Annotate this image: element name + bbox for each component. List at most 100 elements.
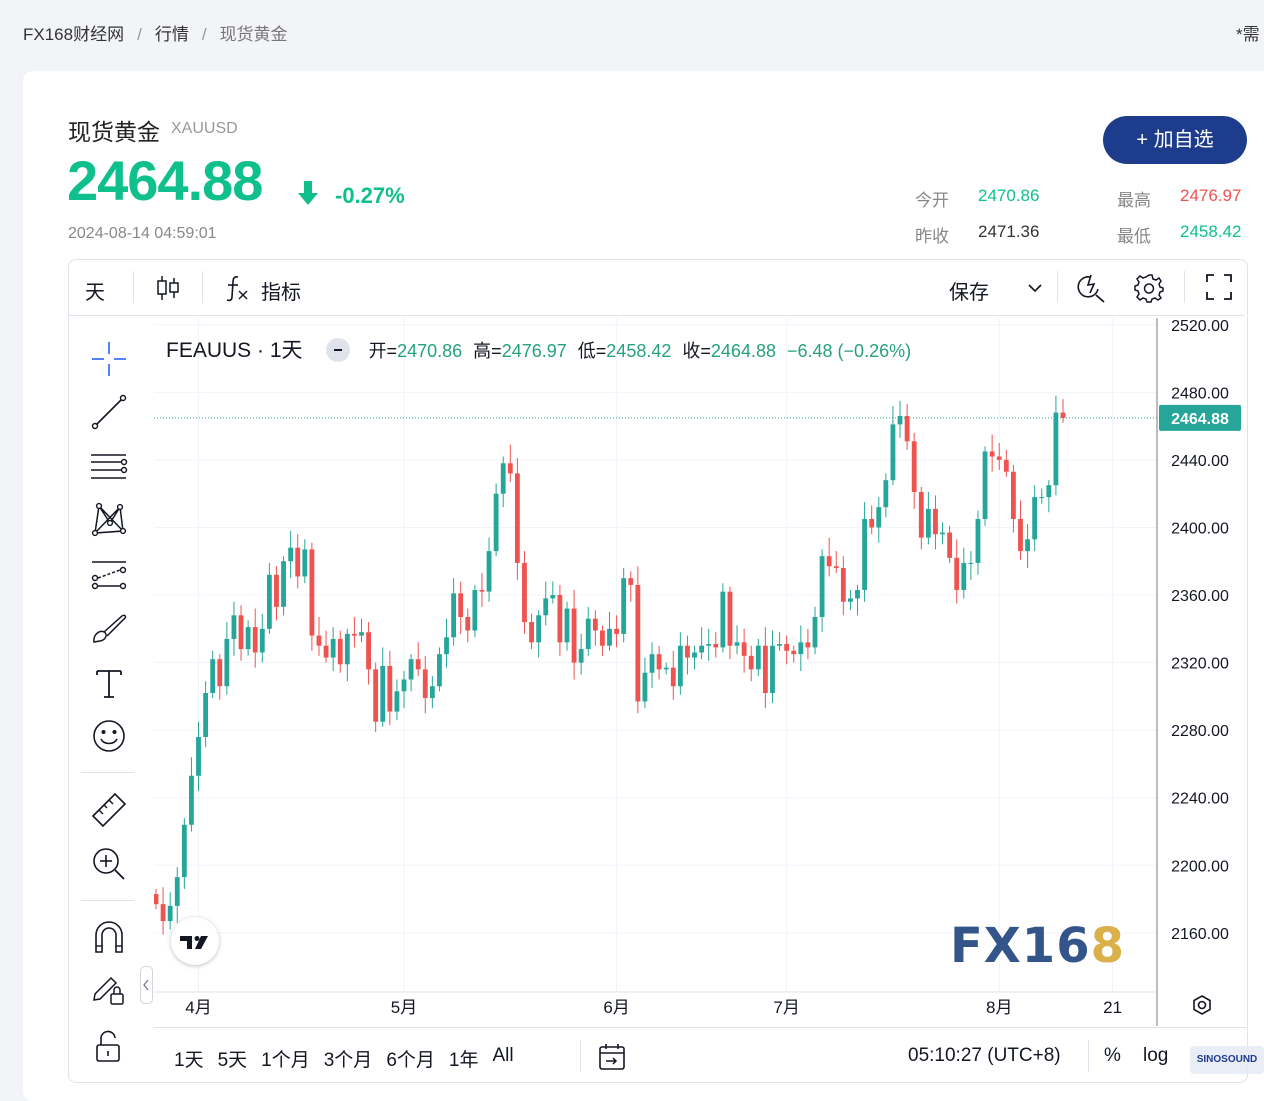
candle-body: [968, 562, 974, 564]
last-price-label: 2464.88: [1171, 411, 1229, 428]
candle-body: [770, 645, 775, 694]
candle-style-icon[interactable]: [155, 273, 181, 303]
candle-body: [904, 415, 910, 442]
ruler-icon[interactable]: [90, 791, 128, 829]
text-tool-icon[interactable]: [90, 664, 128, 702]
bottom-bar-border: [154, 1027, 1246, 1028]
candle-body: [805, 642, 811, 648]
indicators-button[interactable]: 指标: [261, 282, 301, 304]
candle-body: [571, 608, 577, 663]
toolbar-bottom-border: [69, 315, 1245, 316]
candle-body: [259, 628, 265, 653]
candle-body: [196, 736, 201, 776]
candle-body: [154, 894, 159, 905]
percent-scale-toggle[interactable]: %: [1104, 1045, 1121, 1066]
candle-body: [692, 652, 697, 658]
candle-body: [890, 424, 896, 481]
interval-selector[interactable]: 天: [85, 282, 105, 304]
range-button-3[interactable]: 3个月: [323, 1050, 373, 1071]
candle-body: [911, 441, 917, 492]
candle-body: [762, 645, 768, 694]
candle-body: [536, 615, 542, 643]
legend-open-label: 开=: [368, 341, 398, 361]
candle-body: [996, 456, 1002, 460]
timezone-clock[interactable]: 05:10:27 (UTC+8): [908, 1045, 1061, 1066]
range-button-1[interactable]: 5天: [217, 1050, 248, 1071]
candle-body: [344, 633, 350, 665]
pattern-icon[interactable]: [90, 501, 128, 539]
x-tick-label: 6月: [603, 998, 629, 1017]
goto-date-icon[interactable]: [596, 1041, 628, 1073]
magnet-icon[interactable]: [90, 918, 128, 956]
range-button-6[interactable]: All: [492, 1045, 514, 1066]
settings-gear-icon[interactable]: [1133, 272, 1165, 304]
candle-body: [373, 669, 379, 722]
unlock-icon[interactable]: [90, 1028, 128, 1066]
candle-body: [741, 642, 747, 656]
trend-line-icon[interactable]: [90, 393, 128, 431]
add-watchlist-button[interactable]: + 加自选: [1103, 116, 1247, 164]
quick-search-icon[interactable]: [1076, 271, 1108, 305]
candle-body: [784, 644, 790, 651]
y-tick-label: 2320.00: [1171, 656, 1229, 673]
candle-body: [621, 578, 627, 634]
candle-body: [592, 618, 598, 631]
candle-body: [252, 627, 258, 653]
fullscreen-icon[interactable]: [1205, 273, 1233, 301]
candle-body: [274, 574, 279, 607]
candle-body: [918, 491, 924, 538]
candle-body: [600, 630, 605, 646]
tradingview-logo[interactable]: [171, 917, 219, 965]
candle-body: [1010, 471, 1016, 520]
candle-body: [607, 628, 612, 646]
instrument-code: XAUUSD: [171, 120, 238, 137]
legend-close-label: 收=: [682, 341, 711, 361]
candle-body: [359, 632, 364, 636]
emoji-icon[interactable]: [90, 717, 128, 755]
save-button[interactable]: 保存: [949, 282, 989, 304]
axis-settings-icon[interactable]: [1193, 995, 1211, 1015]
crosshair-icon[interactable]: [90, 340, 128, 378]
legend-collapse-button[interactable]: [325, 338, 350, 363]
chevron-down-icon[interactable]: [1027, 282, 1043, 294]
high-value: 2476.97: [1180, 186, 1242, 205]
candle-body: [755, 645, 761, 670]
range-button-2[interactable]: 1个月: [261, 1050, 310, 1071]
candle-body: [550, 595, 556, 599]
last-price-badge: [1159, 404, 1241, 431]
ohlc-legend: FEAUUS · 1天 开=2470.86 高=2476.97 低=2458.4…: [166, 334, 911, 364]
zoom-in-icon[interactable]: [90, 845, 128, 883]
site-watermark: SINOSOUND: [1190, 1046, 1264, 1074]
breadcrumb-section[interactable]: 行情: [154, 25, 189, 44]
candle-body: [777, 644, 782, 646]
x-tick-label: 5月: [391, 998, 417, 1017]
candle-body: [989, 451, 995, 457]
range-button-5[interactable]: 1年: [448, 1050, 479, 1071]
range-button-4[interactable]: 6个月: [386, 1050, 435, 1071]
candle-body: [387, 665, 393, 712]
candle-body: [791, 650, 797, 655]
candle-body: [628, 578, 634, 585]
breadcrumb-home[interactable]: FX168财经网: [23, 25, 125, 44]
candle-body: [522, 562, 527, 623]
range-button-0[interactable]: 1天: [174, 1050, 204, 1071]
sidebar-collapse-handle[interactable]: [140, 966, 153, 1004]
prev-close-label: 昨收: [915, 227, 949, 246]
forecast-icon[interactable]: [90, 556, 128, 594]
toolbar-divider: [1057, 271, 1058, 303]
candle-body: [203, 693, 209, 737]
prev-close-value: 2471.36: [978, 222, 1040, 241]
legend-symbol[interactable]: FEAUUS · 1天: [166, 339, 303, 362]
lock-drawings-icon[interactable]: [90, 970, 128, 1008]
price-change-pct: -0.27%: [335, 183, 405, 208]
fib-lines-icon[interactable]: [90, 448, 128, 486]
candle-body: [564, 608, 570, 643]
open-label: 今开: [915, 191, 949, 210]
candle-body: [578, 649, 584, 663]
log-scale-toggle[interactable]: log: [1143, 1045, 1169, 1066]
fx-indicator-icon[interactable]: [224, 273, 250, 303]
candle-body: [933, 508, 938, 535]
brush-icon[interactable]: [90, 610, 128, 648]
candle-body: [635, 584, 641, 702]
